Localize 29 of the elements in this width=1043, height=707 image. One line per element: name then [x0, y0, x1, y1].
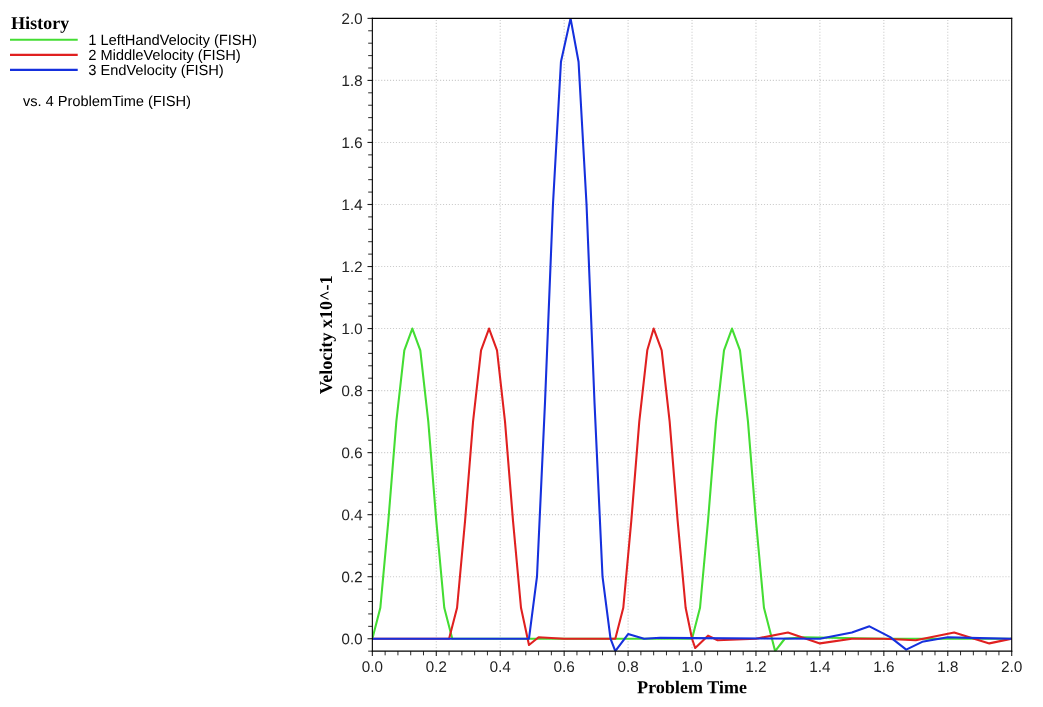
- x-tick-label: 1.2: [746, 661, 766, 672]
- y-tick-label: 1.6: [342, 137, 362, 149]
- x-tick-label: 1.6: [874, 661, 894, 673]
- y-tick-label: 0.0: [341, 633, 363, 645]
- legend-label: 3 EndVelocity (FISH): [88, 64, 223, 79]
- x-tick-label: 0.4: [490, 661, 511, 673]
- x-tick-label: 1.8: [938, 661, 958, 673]
- y-tick-label: 1.0: [342, 323, 363, 335]
- y-tick-label: 0.2: [341, 571, 362, 583]
- x-tick-label: 1.0: [682, 661, 703, 673]
- x-tick-label: 0.2: [426, 661, 447, 673]
- y-tick-label: 1.4: [342, 199, 363, 211]
- y-tick-label: 1.2: [342, 261, 362, 273]
- y-tick-label: 0.4: [341, 509, 363, 521]
- x-tick-label: 0.0: [362, 661, 383, 673]
- x-tick-label: 2.0: [1001, 661, 1022, 673]
- y-tick-label: 1.8: [342, 75, 362, 87]
- y-tick-label: 0.8: [341, 385, 362, 397]
- y-tick-label: 0.6: [341, 447, 362, 459]
- x-tick-label: 1.4: [810, 661, 831, 672]
- y-tick-label: 2.0: [342, 13, 363, 25]
- x-tick-label: 0.6: [554, 661, 575, 673]
- text: vs. 4 ProblemTime (FISH): [23, 95, 191, 110]
- legend-label: 2 MiddleVelocity (FISH): [89, 49, 240, 63]
- x-axis-title: Problem Time: [637, 680, 747, 694]
- legend-label: 1 LeftHandVelocity (FISH): [89, 34, 257, 48]
- legend-title: History: [11, 16, 70, 33]
- x-tick-label: 0.8: [618, 661, 639, 673]
- y-axis-title: Velocity x10^-1: [319, 276, 336, 394]
